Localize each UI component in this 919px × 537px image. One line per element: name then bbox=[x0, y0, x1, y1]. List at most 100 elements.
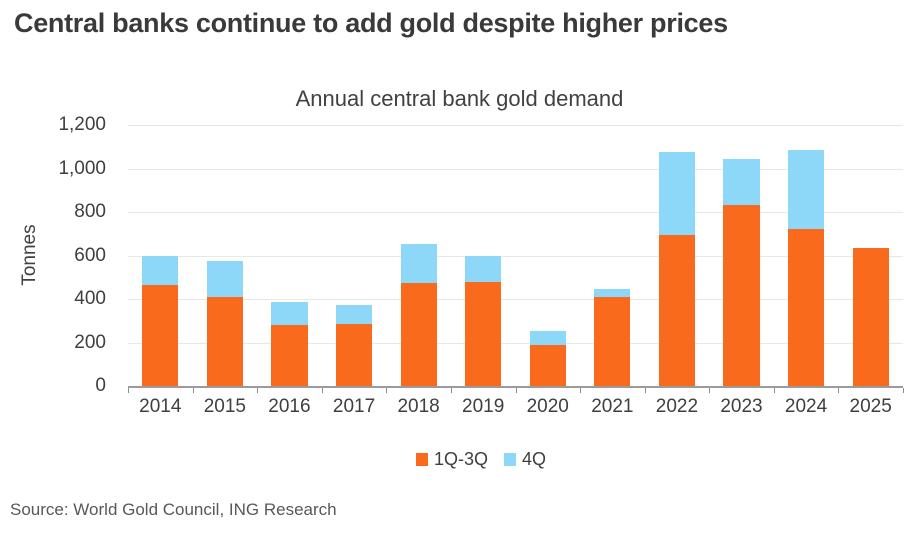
y-tick-label-0: 0 bbox=[95, 375, 106, 396]
bar-2025-segment-1q-3q bbox=[852, 248, 889, 386]
source-note: Source: World Gold Council, ING Research bbox=[10, 500, 337, 519]
gridline-400 bbox=[128, 299, 903, 300]
bar-2022-segment-1q-3q bbox=[658, 234, 695, 386]
bar-column-2015 bbox=[193, 125, 258, 386]
bar-column-2021 bbox=[580, 125, 645, 386]
bar-2015-segment-4q bbox=[206, 260, 243, 297]
bar-column-2016 bbox=[257, 125, 322, 386]
bar-2024-segment-4q bbox=[787, 149, 825, 229]
bar-2015-segment-1q-3q bbox=[206, 296, 243, 386]
gridline-1000 bbox=[128, 168, 903, 170]
gridline-1200 bbox=[128, 125, 903, 126]
bar-2014-segment-4q bbox=[142, 255, 179, 285]
x-tick-label-2025: 2025 bbox=[849, 396, 892, 417]
plot-area bbox=[128, 125, 904, 393]
bar-column-2024 bbox=[774, 125, 839, 386]
bar-2018-segment-1q-3q bbox=[400, 282, 437, 386]
y-tick-label-1200: 1,200 bbox=[58, 114, 106, 135]
bar-2017-segment-1q-3q bbox=[335, 324, 373, 386]
x-tick-label-2020: 2020 bbox=[526, 396, 569, 417]
bar-2022-segment-4q bbox=[658, 151, 695, 235]
bar-column-2025 bbox=[838, 125, 903, 386]
bar-2017 bbox=[335, 304, 373, 386]
x-tick-label-2014: 2014 bbox=[139, 396, 182, 417]
bar-2017-segment-4q bbox=[335, 304, 373, 325]
bar-2021-segment-1q-3q bbox=[594, 296, 631, 386]
legend-label-1q-3q: 1Q-3Q bbox=[433, 449, 488, 469]
legend-swatch-4q-icon bbox=[504, 453, 516, 466]
gridline-200 bbox=[128, 342, 903, 344]
legend-item-4q: 4Q bbox=[504, 449, 546, 470]
legend-swatch-1q-3q-icon bbox=[415, 453, 428, 466]
x-tick-label-2018: 2018 bbox=[397, 396, 440, 417]
legend: 1Q-3Q 4Q bbox=[0, 449, 919, 470]
bar-2020 bbox=[529, 330, 566, 386]
bar-2023-segment-1q-3q bbox=[723, 205, 760, 386]
bar-2018 bbox=[400, 243, 437, 386]
x-tick-label-2022: 2022 bbox=[655, 396, 699, 417]
x-axis-tick-9 bbox=[709, 388, 711, 393]
bars-container bbox=[128, 125, 903, 386]
y-axis: 0 200 400 600 800 1,000 1,200 bbox=[0, 114, 106, 396]
x-tick-label-2015: 2015 bbox=[203, 396, 246, 417]
x-axis-tick-8 bbox=[644, 388, 646, 393]
x-axis-tick-7 bbox=[580, 388, 582, 393]
bar-2024 bbox=[787, 149, 825, 386]
x-tick-label-2016: 2016 bbox=[268, 396, 311, 417]
bar-column-2014 bbox=[128, 125, 193, 386]
bar-column-2020 bbox=[515, 125, 580, 386]
bar-2016 bbox=[271, 302, 308, 386]
x-axis-tick-12 bbox=[903, 388, 904, 393]
x-axis-tick-0 bbox=[128, 388, 129, 393]
x-tick-label-2023: 2023 bbox=[720, 396, 763, 417]
bar-2015 bbox=[206, 260, 243, 386]
gridline-800 bbox=[128, 212, 903, 213]
bar-2016-segment-1q-3q bbox=[271, 325, 308, 386]
bar-column-2019 bbox=[451, 125, 516, 386]
gridline-600 bbox=[128, 255, 903, 257]
bar-column-2023 bbox=[709, 125, 774, 386]
bar-column-2022 bbox=[645, 125, 710, 386]
x-axis-tick-6 bbox=[515, 388, 517, 393]
bar-2025 bbox=[852, 248, 889, 386]
bar-2019-segment-4q bbox=[465, 255, 502, 282]
bar-2024-segment-1q-3q bbox=[787, 228, 825, 386]
x-axis: 2014 2015 2016 2017 2018 2019 2020 2021 2022 2023… bbox=[128, 396, 903, 418]
bar-2019-segment-1q-3q bbox=[465, 281, 502, 386]
chart-title: Annual central bank gold demand bbox=[295, 86, 624, 111]
page-title: Central banks continue to add gold despi… bbox=[14, 8, 728, 38]
x-axis-tick-11 bbox=[838, 388, 840, 393]
x-tick-label-2024: 2024 bbox=[784, 396, 828, 417]
bar-2016-segment-4q bbox=[271, 302, 308, 326]
bar-2020-segment-4q bbox=[529, 330, 566, 345]
y-tick-label-400: 400 bbox=[74, 288, 106, 309]
bar-2019 bbox=[465, 255, 502, 386]
y-tick-label-800: 800 bbox=[74, 201, 106, 222]
bar-2022 bbox=[658, 151, 695, 386]
bar-2014-segment-1q-3q bbox=[142, 284, 179, 386]
bar-2021-segment-4q bbox=[594, 289, 631, 297]
bar-column-2017 bbox=[322, 125, 387, 386]
x-axis-tick-5 bbox=[450, 388, 452, 393]
x-axis-tick-2 bbox=[257, 388, 259, 393]
bar-column-2018 bbox=[386, 125, 451, 386]
bar-2018-segment-4q bbox=[400, 243, 437, 283]
x-axis-tick-4 bbox=[386, 388, 388, 393]
x-axis-tick-1 bbox=[192, 388, 194, 393]
x-tick-label-2017: 2017 bbox=[332, 396, 376, 417]
legend-label-4q: 4Q bbox=[522, 449, 547, 469]
bar-2021 bbox=[594, 289, 631, 386]
x-axis-tick-3 bbox=[321, 388, 323, 393]
bar-2023 bbox=[723, 158, 760, 386]
x-tick-label-2021: 2021 bbox=[591, 396, 634, 417]
x-tick-label-2019: 2019 bbox=[462, 396, 505, 417]
bar-2023-segment-4q bbox=[723, 158, 760, 206]
legend-item-1q-3q: 1Q-3Q bbox=[415, 449, 488, 470]
bar-2014 bbox=[142, 255, 179, 386]
y-tick-label-1000: 1,000 bbox=[58, 157, 106, 179]
x-axis-tick-10 bbox=[773, 388, 775, 393]
y-tick-label-200: 200 bbox=[74, 331, 106, 353]
y-tick-label-600: 600 bbox=[74, 244, 106, 266]
bar-2020-segment-1q-3q bbox=[529, 344, 566, 386]
